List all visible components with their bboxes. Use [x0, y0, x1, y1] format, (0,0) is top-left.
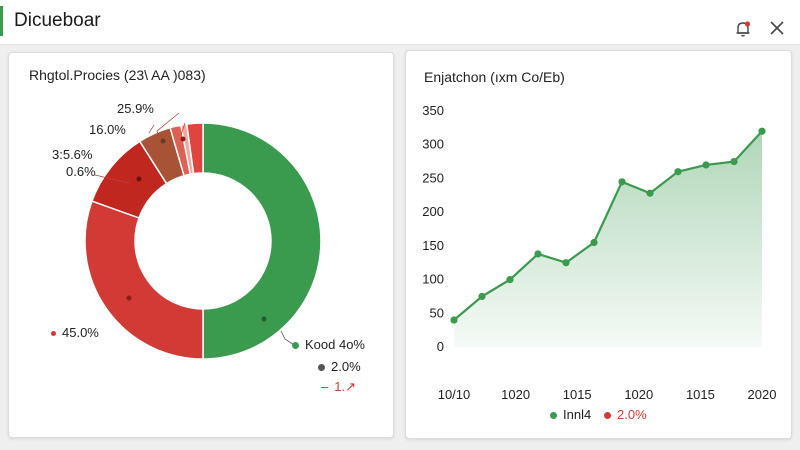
data-point — [674, 168, 682, 176]
legend-label: 2.0% — [617, 407, 647, 422]
bell-icon[interactable] — [734, 20, 752, 38]
title-accent-bar — [0, 6, 3, 36]
donut-slice — [185, 122, 204, 175]
line-card: Enjatchon (ıxm Co/Eb) 0 50 100 150 200 250 300… — [405, 50, 792, 439]
y-tick-label: 300 — [422, 137, 444, 152]
x-tick-label: 1020 — [501, 387, 530, 402]
data-point — [506, 275, 514, 284]
donut-marker — [160, 138, 166, 144]
y-tick-label: 100 — [422, 272, 444, 287]
close-icon[interactable] — [769, 20, 785, 36]
donut-legend-item: 2.0% — [318, 359, 361, 374]
donut-legend-item: Kood 4o% — [292, 337, 365, 352]
data-point — [562, 259, 570, 267]
donut-marker — [261, 316, 267, 322]
legend-label: 2.0% — [331, 359, 361, 374]
data-point — [450, 316, 458, 324]
slice-label-with-dot: 45.0% — [51, 325, 99, 340]
donut-marker — [126, 295, 132, 301]
area-fill — [454, 131, 762, 347]
donut-card-title: Rhgtol.Procies (23\ AA )083) — [29, 67, 206, 83]
data-point — [758, 127, 766, 135]
slice-label-text: 45.0% — [62, 325, 99, 340]
x-tick-label: 1015 — [686, 387, 715, 402]
legend-dot — [604, 412, 611, 420]
donut-marker — [180, 136, 186, 142]
legend-dot — [550, 412, 557, 420]
y-tick-label: 50 — [430, 305, 444, 320]
donut-card: Rhgtol.Procies (23\ AA )083) 25.9% 16.0%… — [8, 52, 394, 438]
slice-label: 3:5.6% — [52, 147, 93, 162]
legend-label: Innl4 — [563, 407, 592, 422]
series-line — [453, 130, 763, 321]
donut-slice — [84, 200, 204, 360]
donut-slice — [202, 122, 322, 360]
x-tick-label: 1015 — [563, 387, 592, 402]
data-point — [478, 292, 486, 301]
y-tick-label: 150 — [422, 238, 444, 253]
data-point — [702, 161, 710, 169]
data-point — [590, 238, 598, 247]
donut-marker — [136, 176, 142, 182]
y-tick-label: 200 — [422, 204, 444, 219]
line-legend-item: 2.0% — [604, 407, 647, 422]
window-title: Dicueboar — [14, 10, 101, 31]
x-tick-label: 2020 — [748, 387, 777, 402]
top-bar: Dicueboar — [0, 0, 800, 45]
x-tick-label: 1020 — [624, 387, 653, 402]
data-point — [730, 157, 738, 166]
line-card-title: Enjatchon (ıxm Co/Eb) — [424, 69, 565, 85]
data-point — [646, 189, 654, 197]
legend-dot — [318, 364, 325, 372]
donut-legend-item: –1.↗ — [321, 379, 356, 394]
slice-label: 25.9% — [117, 101, 154, 116]
x-tick-label: 10/10 — [438, 387, 471, 402]
area-chart: 0 50 100 150 200 250 300 350 10/10 1020 1015 1020 1… — [422, 103, 777, 402]
line-legend-item: Innl4 — [550, 407, 591, 422]
y-tick-label: 0 — [437, 339, 444, 354]
donut-chart — [84, 112, 322, 360]
legend-label: 1. — [334, 379, 346, 394]
slice-label: 0.6% — [66, 164, 96, 179]
data-point — [534, 250, 542, 258]
arrow-up-right-icon: ↗ — [345, 379, 356, 394]
y-tick-label: 350 — [422, 103, 444, 118]
y-tick-label: 250 — [422, 170, 444, 185]
slice-label: 16.0% — [89, 122, 126, 137]
legend-dot — [292, 342, 299, 350]
legend-label: Kood 4o% — [305, 337, 365, 352]
data-point — [618, 178, 626, 186]
legend-dot — [51, 331, 56, 337]
